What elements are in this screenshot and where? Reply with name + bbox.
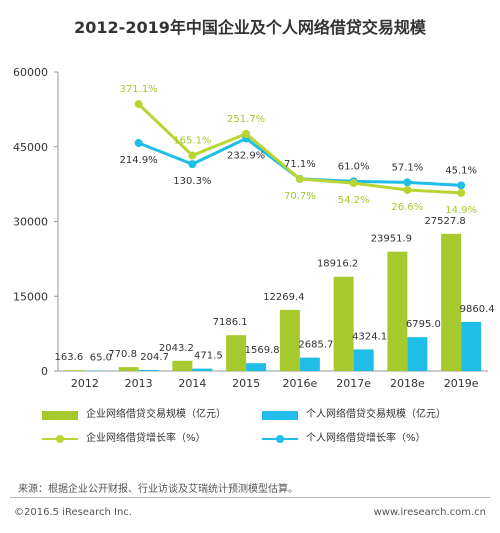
point-enterprise-rate bbox=[295, 174, 304, 183]
rate-label-enterprise: 54.2% bbox=[338, 195, 370, 206]
divider bbox=[10, 497, 490, 498]
legend-swatch bbox=[262, 411, 298, 420]
x-tick-label: 2016e bbox=[282, 377, 317, 390]
point-enterprise-rate bbox=[242, 129, 251, 138]
x-tick-label: 2015 bbox=[232, 377, 260, 390]
bar-enterprise bbox=[279, 309, 300, 371]
bar-personal bbox=[299, 357, 320, 371]
point-personal-rate bbox=[457, 181, 466, 190]
rate-label-personal: 57.1% bbox=[391, 162, 423, 173]
rate-label-enterprise: 14.9% bbox=[445, 205, 477, 216]
bar-label-personal: 1569.8 bbox=[245, 345, 280, 356]
bar-label-personal: 65.0 bbox=[90, 353, 112, 364]
bar-label-enterprise: 2043.2 bbox=[159, 343, 194, 354]
y-tick-label: 30000 bbox=[13, 216, 48, 229]
bar-enterprise bbox=[172, 360, 193, 371]
chart-area: 60000 45000 30000 15000 0 2012 2013 2014 2015 201… bbox=[13, 66, 495, 390]
legend-marker bbox=[276, 435, 284, 443]
bar-label-enterprise: 23951.9 bbox=[371, 234, 412, 245]
bar-enterprise bbox=[333, 276, 354, 371]
rate-label-personal: 61.0% bbox=[338, 161, 370, 172]
y-tick-label: 60000 bbox=[13, 66, 48, 79]
point-enterprise-rate bbox=[403, 185, 412, 194]
point-enterprise-rate bbox=[457, 188, 466, 197]
chart-title: 2012-2019年中国企业及个人网络借贷交易规模 bbox=[74, 18, 426, 37]
bar-enterprise bbox=[64, 370, 85, 371]
legend-marker bbox=[56, 435, 64, 443]
rate-label-enterprise: 165.1% bbox=[173, 135, 211, 146]
rate-label-enterprise: 371.1% bbox=[120, 84, 158, 95]
rate-label-enterprise: 70.7% bbox=[284, 191, 316, 202]
bar-label-enterprise: 770.8 bbox=[108, 349, 137, 360]
legend-label: 企业网络借贷交易规模（亿元） bbox=[86, 409, 226, 420]
point-personal-rate bbox=[134, 139, 143, 148]
x-tick-label: 2012 bbox=[71, 377, 99, 390]
y-tick-label: 15000 bbox=[13, 290, 48, 303]
bar-label-enterprise: 7186.1 bbox=[213, 317, 248, 328]
point-personal-rate bbox=[188, 160, 197, 169]
x-tick-label: 2018e bbox=[390, 377, 425, 390]
bar-label-personal: 6795.0 bbox=[406, 319, 441, 330]
bar-personal bbox=[461, 321, 482, 371]
bar-personal bbox=[138, 369, 159, 371]
bar-label-personal: 204.7 bbox=[140, 352, 169, 363]
bar-label-enterprise: 163.6 bbox=[55, 352, 84, 363]
rate-label-personal: 214.9% bbox=[120, 155, 158, 166]
rate-label-enterprise: 26.6% bbox=[391, 202, 423, 213]
bar-label-enterprise: 27527.8 bbox=[424, 216, 465, 227]
point-personal-rate bbox=[403, 178, 412, 187]
bar-label-personal: 2685.7 bbox=[298, 340, 333, 351]
source-note: 来源：根据企业公开财报、行业访谈及艾瑞统计预测模型估算。 bbox=[18, 484, 298, 495]
rate-label-personal: 45.1% bbox=[445, 165, 477, 176]
rate-label-personal: 130.3% bbox=[173, 176, 211, 187]
bar-personal bbox=[353, 349, 374, 371]
x-tick-label: 2013 bbox=[125, 377, 153, 390]
bar-personal bbox=[246, 363, 267, 371]
copyright: ©2016.5 iResearch Inc. bbox=[14, 507, 132, 518]
legend-swatch bbox=[42, 411, 78, 420]
x-tick-label: 2019e bbox=[444, 377, 479, 390]
legend-label: 个人网络借贷交易规模（亿元） bbox=[306, 409, 446, 420]
bar-label-personal: 4324.1 bbox=[352, 331, 387, 342]
point-enterprise-rate bbox=[134, 100, 143, 109]
y-tick-label: 45000 bbox=[13, 141, 48, 154]
x-tick-label: 2014 bbox=[178, 377, 206, 390]
bar-personal bbox=[192, 368, 213, 371]
legend-label: 企业网络借贷增长率（%） bbox=[86, 433, 206, 444]
rate-label-personal: 232.9% bbox=[227, 151, 265, 162]
x-tick-label: 2017e bbox=[336, 377, 371, 390]
bar-enterprise bbox=[387, 251, 408, 371]
point-enterprise-rate bbox=[188, 151, 197, 160]
bar-label-enterprise: 18916.2 bbox=[317, 259, 358, 270]
bar-label-enterprise: 12269.4 bbox=[263, 292, 304, 303]
rate-label-enterprise: 251.7% bbox=[227, 114, 265, 125]
bar-label-personal: 9860.4 bbox=[460, 304, 495, 315]
rate-label-personal: 71.1% bbox=[284, 159, 316, 170]
bar-enterprise bbox=[226, 335, 247, 371]
bar-label-personal: 471.5 bbox=[194, 351, 223, 362]
y-tick-label: 0 bbox=[41, 365, 48, 378]
legend-label: 个人网络借贷增长率（%） bbox=[306, 433, 426, 444]
bar-personal bbox=[407, 337, 428, 371]
website: www.iresearch.com.cn bbox=[373, 507, 486, 518]
point-enterprise-rate bbox=[349, 179, 358, 188]
bar-enterprise bbox=[118, 367, 139, 371]
bar-enterprise bbox=[441, 233, 462, 371]
